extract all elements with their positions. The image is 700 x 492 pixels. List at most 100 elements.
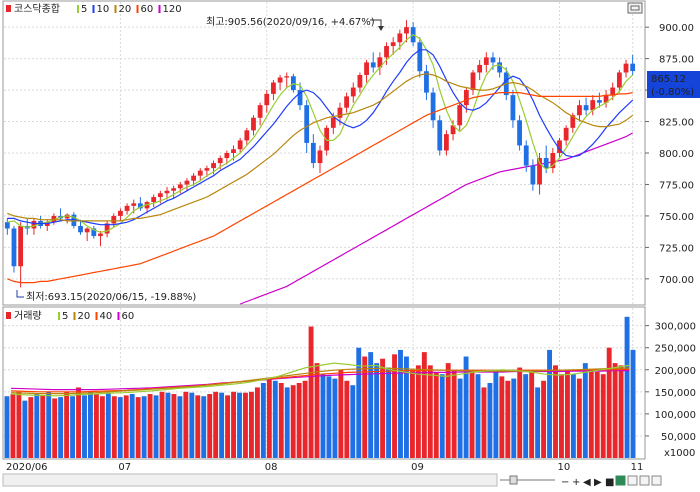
volume-bar [451, 369, 457, 458]
volume-bar [415, 365, 421, 458]
volume-bar [254, 387, 260, 458]
volume-bar [630, 349, 636, 458]
volume-bar [594, 371, 600, 458]
current-price-box: 865.12 (-0.80%) [647, 71, 700, 98]
volume-tick-label: 150,000 [655, 388, 696, 399]
volume-bar [600, 374, 606, 458]
candle-body [330, 117, 336, 128]
volume-bar [362, 356, 368, 458]
candle-body [424, 71, 429, 93]
volume-bar [231, 391, 236, 458]
volume-bar [445, 363, 451, 458]
volume-bar [421, 352, 427, 458]
legend-ma-label: 20 [119, 4, 132, 15]
arrow-left-icon[interactable]: ◀ [583, 477, 591, 488]
candle-body [570, 115, 576, 128]
volume-bar [398, 349, 403, 458]
volume-legend: 거래량 5 20 40 60 [6, 310, 134, 322]
candle-body [131, 203, 137, 206]
candle-body [337, 107, 343, 118]
volume-panel-frame [2, 306, 646, 460]
legend-ma-label: 120 [163, 4, 182, 15]
volume-bar [374, 363, 380, 458]
volume-bar [380, 358, 386, 458]
volume-bar [117, 397, 123, 458]
volume-bar [517, 367, 523, 458]
volume-bar [260, 383, 266, 458]
candle-body [98, 233, 103, 237]
candle-body [390, 42, 396, 47]
save-icon[interactable] [627, 475, 638, 486]
candle-body [537, 158, 542, 185]
excel-icon-shape [615, 475, 626, 486]
volume-bar [469, 371, 475, 458]
legend-ma-label: 60 [141, 4, 154, 15]
candle-body [530, 165, 536, 185]
volume-bar [237, 392, 242, 458]
volume-bar [141, 396, 147, 458]
candle-body [470, 72, 476, 91]
volume-bar [392, 354, 397, 458]
volume-bar [278, 383, 284, 458]
legend-ma-swatch [114, 5, 117, 13]
horizontal-scrollbar[interactable] [2, 473, 498, 487]
volume-bar [493, 369, 499, 458]
volume-bar [266, 378, 272, 458]
candle-body [204, 168, 210, 171]
volume-bar [332, 378, 338, 458]
candle-body [251, 117, 256, 131]
candle-body [111, 215, 117, 224]
volume-bar [195, 395, 201, 458]
candle-body [304, 105, 310, 143]
candle-body [197, 170, 203, 176]
volume-bar [523, 374, 529, 458]
volume-bar [499, 376, 505, 458]
volume-bar [404, 356, 409, 458]
arrow-right-icon[interactable]: ▶ [594, 477, 602, 488]
volume-bar [219, 392, 225, 458]
window-toggle-icon[interactable] [627, 2, 643, 14]
volume-ma-line-5 [10, 362, 630, 397]
candle-body [344, 96, 350, 108]
volume-bar [171, 394, 177, 458]
legend-marker-icon [6, 312, 11, 319]
low-annotation-pointer [16, 290, 24, 298]
high-annotation: 최고:905.56(2020/09/16, +4.67%) [206, 16, 375, 28]
volume-bar [481, 387, 487, 458]
minus-icon[interactable]: − [561, 477, 569, 488]
candle-body [616, 72, 622, 88]
print-icon[interactable] [639, 475, 650, 486]
volume-bar [541, 380, 547, 458]
volume-tick-label: 50,000 [661, 432, 696, 443]
candle-body [350, 87, 356, 97]
current-price: 865.12 [651, 74, 686, 85]
date-axis: 2020/06 07 08 09 10 11 [6, 462, 643, 473]
candle-body [590, 100, 596, 111]
candle-body [497, 62, 503, 73]
ma-line-60 [7, 92, 633, 284]
candle-body [444, 134, 449, 151]
candle-body [597, 100, 602, 103]
excel-icon[interactable] [615, 475, 626, 486]
window-icon[interactable] [651, 475, 662, 486]
square-icon[interactable]: ■ [605, 477, 614, 488]
volume-bar [314, 363, 320, 458]
volume-bar [201, 396, 207, 458]
volume-bar [582, 363, 588, 458]
candle-body [237, 140, 243, 150]
minus-icon-glyph: − [561, 477, 569, 488]
candle-body [64, 214, 70, 219]
date-tick-label: 10 [557, 462, 570, 473]
volume-bar [272, 380, 278, 458]
ma-lines-group [7, 33, 634, 284]
plus-icon[interactable]: + [572, 477, 580, 488]
volume-bar [284, 387, 290, 458]
volume-bar [207, 394, 213, 458]
candle-body [583, 105, 589, 111]
volume-bar [22, 400, 28, 458]
scroll-track-icon[interactable] [500, 475, 555, 485]
volume-bar [4, 396, 10, 458]
volume-ma-group [10, 362, 630, 397]
volume-bar [99, 396, 105, 458]
